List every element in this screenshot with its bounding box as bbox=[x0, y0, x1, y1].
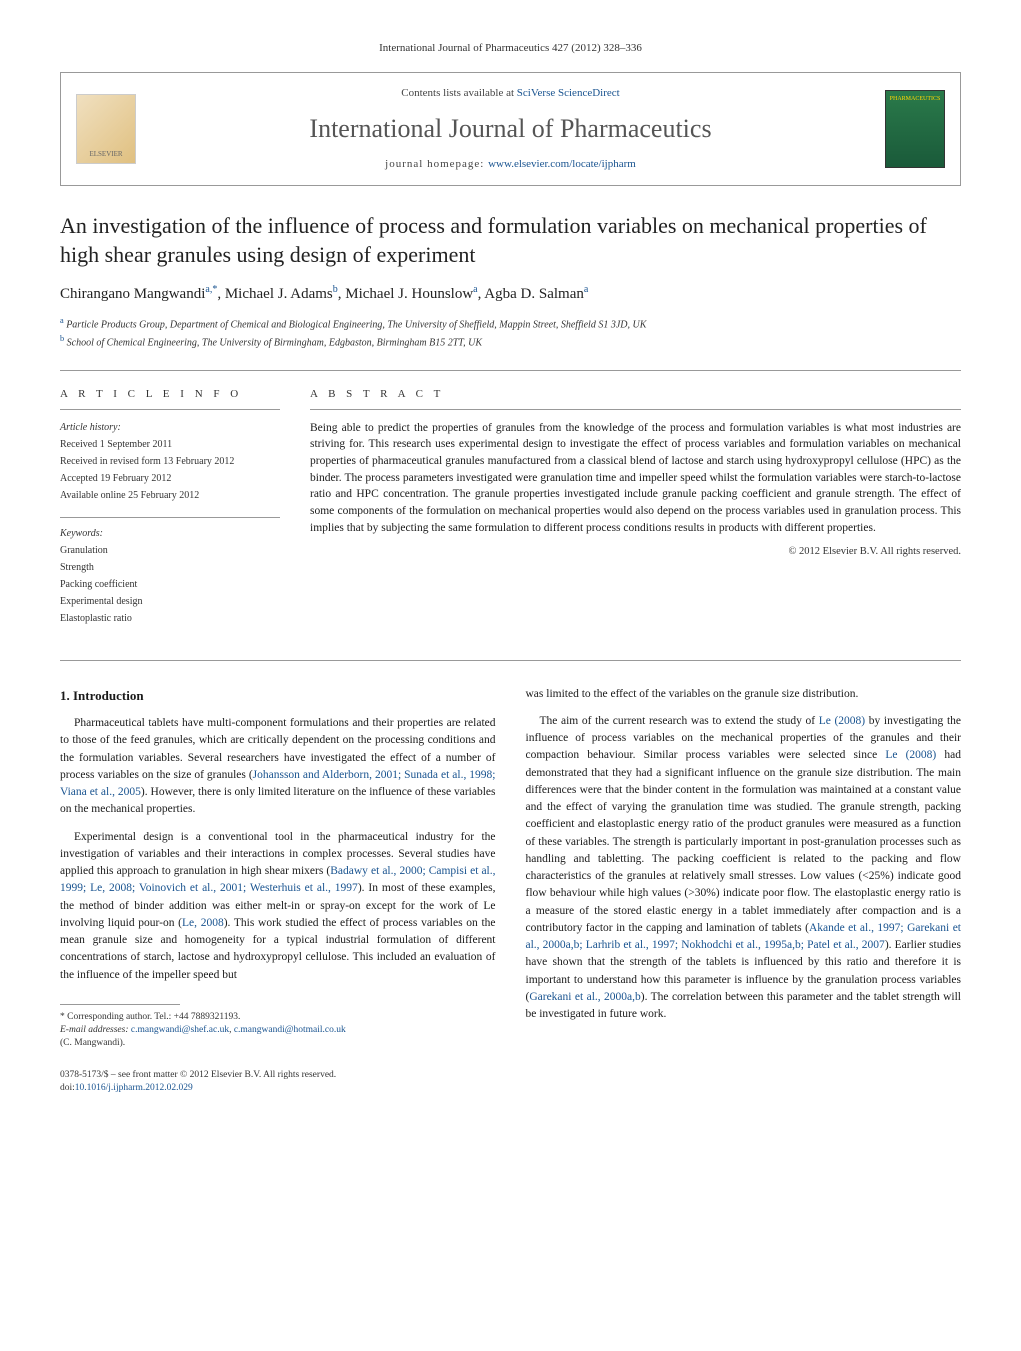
header-box: ELSEVIER Contents lists available at Sci… bbox=[60, 72, 961, 186]
email-1-link[interactable]: c.mangwandi@shef.ac.uk bbox=[131, 1025, 229, 1035]
author-3: , Michael J. Hounslow bbox=[338, 286, 473, 302]
column-left: 1. Introduction Pharmaceutical tablets h… bbox=[60, 686, 496, 1051]
email-line: E-mail addresses: c.mangwandi@shef.ac.uk… bbox=[60, 1024, 496, 1037]
corr-author-name: (C. Mangwandi). bbox=[60, 1037, 496, 1050]
doi-link[interactable]: 10.1016/j.ijpharm.2012.02.029 bbox=[75, 1083, 193, 1093]
col2-paragraph-2: The aim of the current research was to e… bbox=[526, 713, 962, 1024]
affiliation-a-text: Particle Products Group, Department of C… bbox=[66, 320, 646, 331]
author-4-sup: a bbox=[584, 284, 588, 295]
copyright-line: © 2012 Elsevier B.V. All rights reserved… bbox=[310, 544, 961, 560]
homepage-prefix: journal homepage: bbox=[385, 158, 488, 170]
keyword-2: Strength bbox=[60, 560, 280, 575]
info-divider bbox=[60, 517, 280, 518]
col2-paragraph-1: was limited to the effect of the variabl… bbox=[526, 686, 962, 703]
keyword-1: Granulation bbox=[60, 543, 280, 558]
intro-paragraph-2: Experimental design is a conventional to… bbox=[60, 829, 496, 984]
journal-title: International Journal of Pharmaceutics bbox=[151, 109, 870, 148]
received-date: Received 1 September 2011 bbox=[60, 437, 280, 452]
accepted-date: Accepted 19 February 2012 bbox=[60, 471, 280, 486]
keyword-5: Elastoplastic ratio bbox=[60, 611, 280, 626]
footnote-divider bbox=[60, 1004, 180, 1005]
column-right: was limited to the effect of the variabl… bbox=[526, 686, 962, 1051]
abstract-heading: A B S T R A C T bbox=[310, 386, 961, 410]
body-columns: 1. Introduction Pharmaceutical tablets h… bbox=[60, 686, 961, 1051]
elsevier-logo: ELSEVIER bbox=[76, 94, 136, 164]
contents-prefix: Contents lists available at bbox=[401, 87, 516, 99]
citation-3[interactable]: Le, 2008 bbox=[182, 917, 224, 929]
affiliation-b: b School of Chemical Engineering, The Un… bbox=[60, 333, 961, 350]
bottom-info: 0378-5173/$ – see front matter © 2012 El… bbox=[60, 1069, 961, 1096]
author-1-sup: a,* bbox=[205, 284, 217, 295]
online-date: Available online 25 February 2012 bbox=[60, 488, 280, 503]
c2p2-a: The aim of the current research was to e… bbox=[540, 715, 819, 727]
affiliations: a Particle Products Group, Department of… bbox=[60, 315, 961, 350]
abstract-text: Being able to predict the properties of … bbox=[310, 420, 961, 537]
history-label: Article history: bbox=[60, 420, 280, 435]
revised-date: Received in revised form 13 February 201… bbox=[60, 454, 280, 469]
authors-line: Chirangano Mangwandia,*, Michael J. Adam… bbox=[60, 282, 961, 306]
citation-7[interactable]: Garekani et al., 2000a,b bbox=[529, 991, 640, 1003]
citation-5[interactable]: Le (2008) bbox=[885, 749, 936, 761]
email-label: E-mail addresses: bbox=[60, 1025, 131, 1035]
corresponding-author-footnote: * Corresponding author. Tel.: +44 788932… bbox=[60, 1011, 496, 1051]
divider-2 bbox=[60, 660, 961, 661]
keyword-4: Experimental design bbox=[60, 594, 280, 609]
homepage-link[interactable]: www.elsevier.com/locate/ijpharm bbox=[488, 158, 636, 170]
issn-line: 0378-5173/$ – see front matter © 2012 El… bbox=[60, 1069, 961, 1082]
abstract-section: A B S T R A C T Being able to predict th… bbox=[310, 386, 961, 640]
journal-reference: International Journal of Pharmaceutics 4… bbox=[60, 40, 961, 57]
doi-line: doi:10.1016/j.ijpharm.2012.02.029 bbox=[60, 1082, 961, 1095]
c2p2-c: had demonstrated that they had a signifi… bbox=[526, 749, 962, 934]
info-abstract-row: A R T I C L E I N F O Article history: R… bbox=[60, 386, 961, 640]
affiliation-b-text: School of Chemical Engineering, The Univ… bbox=[67, 337, 482, 348]
header-center: Contents lists available at SciVerse Sci… bbox=[151, 85, 870, 173]
article-history-block: Article history: Received 1 September 20… bbox=[60, 420, 280, 503]
article-title: An investigation of the influence of pro… bbox=[60, 211, 961, 270]
homepage-line: journal homepage: www.elsevier.com/locat… bbox=[151, 156, 870, 173]
affiliation-a: a Particle Products Group, Department of… bbox=[60, 315, 961, 332]
author-1: Chirangano Mangwandi bbox=[60, 286, 205, 302]
article-info: A R T I C L E I N F O Article history: R… bbox=[60, 386, 280, 640]
divider bbox=[60, 370, 961, 371]
intro-paragraph-1: Pharmaceutical tablets have multi-compon… bbox=[60, 715, 496, 819]
cover-text: PHARMACEUTICS bbox=[890, 95, 941, 104]
author-2: , Michael J. Adams bbox=[217, 286, 332, 302]
doi-label: doi: bbox=[60, 1083, 75, 1093]
citation-4[interactable]: Le (2008) bbox=[819, 715, 865, 727]
email-2-link[interactable]: c.mangwandi@hotmail.co.uk bbox=[234, 1025, 346, 1035]
keyword-3: Packing coefficient bbox=[60, 577, 280, 592]
keywords-block: Keywords: Granulation Strength Packing c… bbox=[60, 526, 280, 626]
contents-available-line: Contents lists available at SciVerse Sci… bbox=[151, 85, 870, 102]
sciencedirect-link[interactable]: SciVerse ScienceDirect bbox=[517, 87, 620, 99]
author-4: , Agba D. Salman bbox=[478, 286, 584, 302]
corr-author-line: * Corresponding author. Tel.: +44 788932… bbox=[60, 1011, 496, 1024]
keywords-label: Keywords: bbox=[60, 526, 280, 541]
journal-cover-thumbnail: PHARMACEUTICS bbox=[885, 90, 945, 168]
section-1-heading: 1. Introduction bbox=[60, 686, 496, 706]
article-info-heading: A R T I C L E I N F O bbox=[60, 386, 280, 410]
